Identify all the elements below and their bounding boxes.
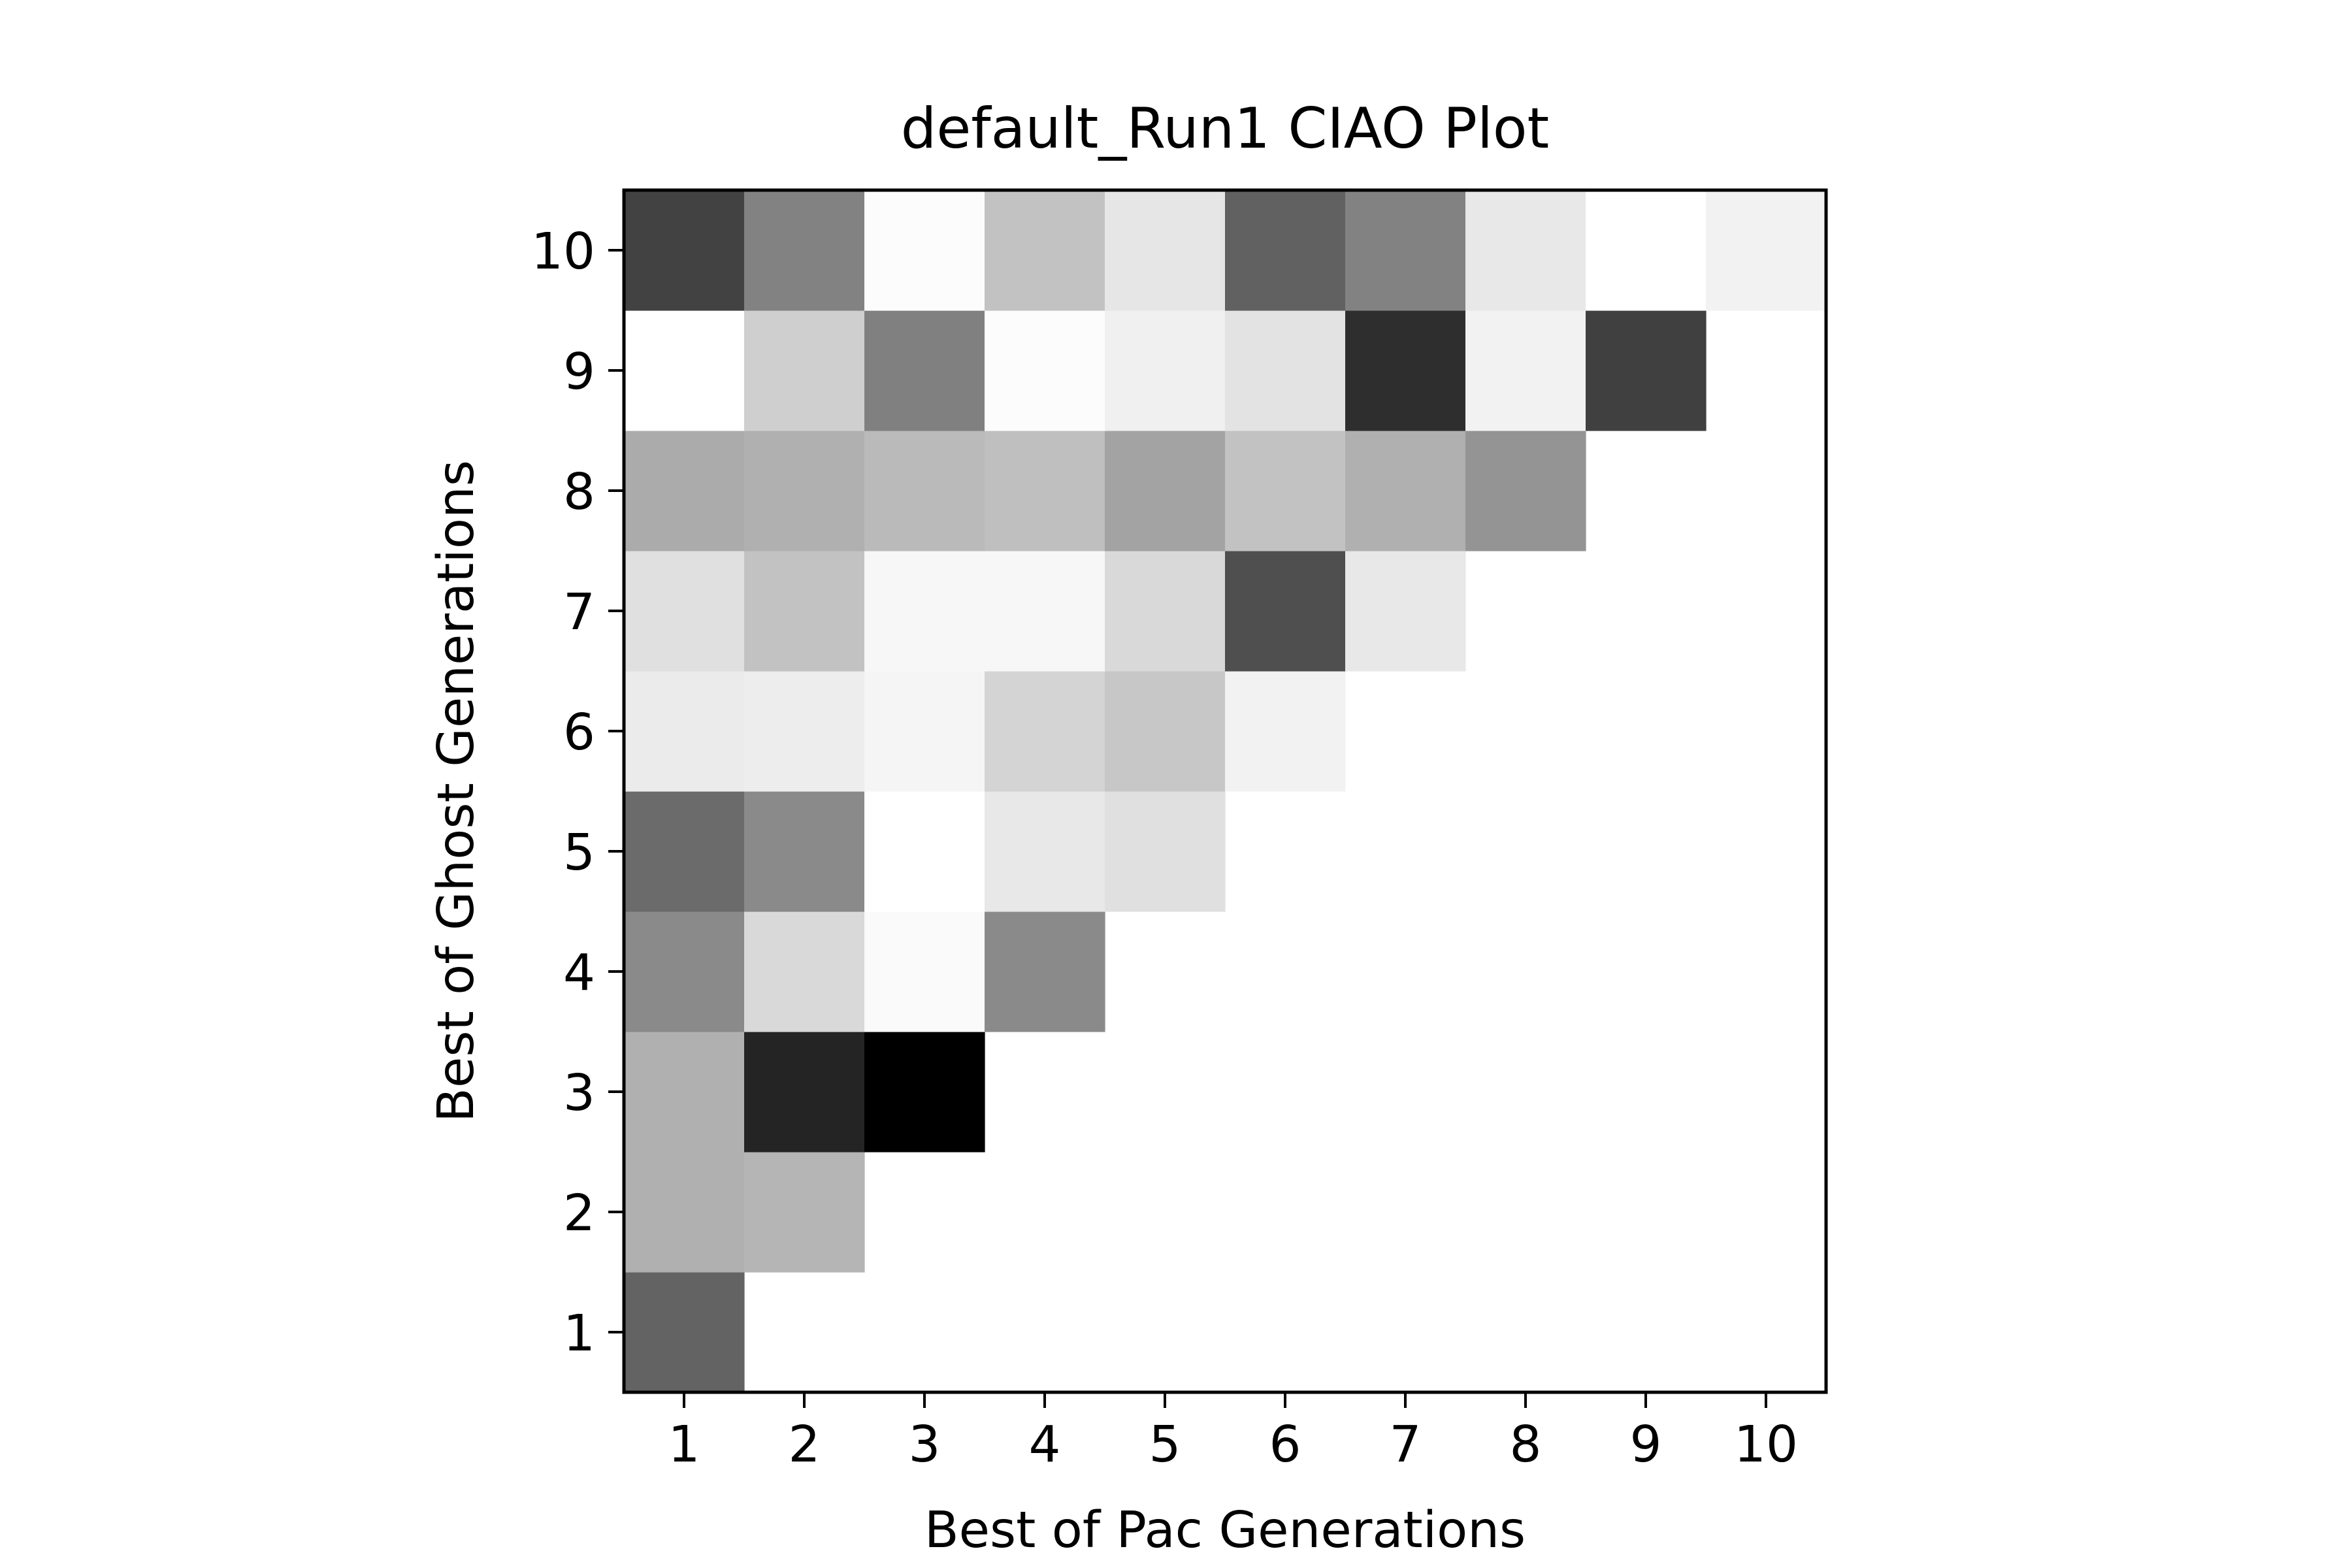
heatmap-cell-ghost10-pac1 (624, 190, 745, 311)
x-axis-ticks: 1 2 3 4 5 6 7 8 9 10 (668, 1392, 1798, 1474)
heatmap-cell-ghost8-pac1 (624, 431, 745, 551)
heatmap-cell-ghost9-pac2 (744, 310, 865, 431)
x-tick-label: 10 (1734, 1416, 1798, 1474)
x-tick-label: 8 (1510, 1416, 1542, 1474)
chart-title: default_Run1 CIAO Plot (901, 96, 1549, 161)
y-tick-label: 1 (563, 1305, 595, 1363)
heatmap-cell-ghost10-pac7 (1345, 190, 1466, 311)
x-tick-label: 1 (668, 1416, 700, 1474)
heatmap-cell-ghost6-pac6 (1225, 671, 1346, 792)
y-tick-label: 10 (531, 223, 595, 281)
heatmap-cell-ghost7-pac5 (1105, 551, 1226, 672)
y-axis-label: Best of Ghost Generations (427, 460, 485, 1122)
heatmap-cell-ghost7-pac7 (1345, 551, 1466, 672)
y-tick-label: 9 (563, 343, 595, 401)
heatmap-cell-ghost8-pac5 (1105, 431, 1226, 551)
heatmap-cell-ghost6-pac3 (864, 671, 985, 792)
y-axis-ticks: 1 2 3 4 5 6 7 8 9 10 (531, 223, 624, 1363)
heatmap-cell-ghost7-pac2 (744, 551, 865, 672)
x-tick-label: 7 (1390, 1416, 1422, 1474)
heatmap-cell-ghost9-pac4 (985, 310, 1105, 431)
heatmap-cell-ghost5-pac4 (985, 791, 1105, 912)
heatmap-cell-ghost10-pac3 (864, 190, 985, 311)
heatmap-cell-ghost9-pac9 (1586, 310, 1707, 431)
heatmap-cell-ghost7-pac1 (624, 551, 745, 672)
heatmap-cell-ghost9-pac5 (1105, 310, 1226, 431)
x-axis-label: Best of Pac Generations (924, 1501, 1526, 1560)
heatmap-cell-ghost6-pac4 (985, 671, 1105, 792)
heatmap-cell-ghost4-pac2 (744, 911, 865, 1032)
y-tick-label: 7 (563, 583, 595, 642)
plot-frame (622, 188, 1828, 1394)
heatmap-cell-ghost10-pac5 (1105, 190, 1226, 311)
heatmap-cell-ghost4-pac1 (624, 911, 745, 1032)
heatmap-cell-ghost9-pac1 (624, 310, 745, 431)
heatmap-cell-ghost5-pac5 (1105, 791, 1226, 912)
y-tick-label: 8 (563, 463, 595, 521)
heatmap-cell-ghost7-pac6 (1225, 551, 1346, 672)
y-tick-label: 4 (563, 944, 595, 1002)
x-tick-label: 9 (1630, 1416, 1662, 1474)
y-tick-label: 3 (563, 1064, 595, 1122)
heatmap-cell-ghost6-pac2 (744, 671, 865, 792)
heatmap-cell-ghost3-pac1 (624, 1032, 745, 1152)
heatmap-cell-ghost4-pac3 (864, 911, 985, 1032)
y-tick-label: 6 (563, 704, 595, 762)
heatmap-cells (624, 190, 1827, 1393)
heatmap-cell-ghost4-pac4 (985, 911, 1105, 1032)
heatmap-cell-ghost8-pac6 (1225, 431, 1346, 551)
heatmap-cell-ghost10-pac8 (1465, 190, 1586, 311)
heatmap-cell-ghost3-pac2 (744, 1032, 865, 1152)
heatmap-cell-ghost2-pac1 (624, 1152, 745, 1273)
heatmap-cell-ghost8-pac4 (985, 431, 1105, 551)
y-tick-label: 2 (563, 1184, 595, 1243)
x-tick-label: 4 (1029, 1416, 1061, 1474)
heatmap-cell-ghost8-pac8 (1465, 431, 1586, 551)
x-tick-label: 6 (1269, 1416, 1301, 1474)
heatmap-cell-ghost5-pac3 (864, 791, 985, 912)
heatmap-cell-ghost7-pac4 (985, 551, 1105, 672)
heatmap-cell-ghost9-pac3 (864, 310, 985, 431)
heatmap-cell-ghost3-pac3 (864, 1032, 985, 1152)
heatmap-cell-ghost10-pac4 (985, 190, 1105, 311)
heatmap-cell-ghost7-pac3 (864, 551, 985, 672)
heatmap-cell-ghost9-pac6 (1225, 310, 1346, 431)
heatmap-cell-ghost6-pac5 (1105, 671, 1226, 792)
heatmap-cell-ghost9-pac7 (1345, 310, 1466, 431)
heatmap-cell-ghost10-pac2 (744, 190, 865, 311)
heatmap-cell-ghost6-pac1 (624, 671, 745, 792)
y-tick-label: 5 (563, 824, 595, 882)
heatmap-cell-ghost8-pac3 (864, 431, 985, 551)
heatmap-cell-ghost2-pac2 (744, 1152, 865, 1273)
x-tick-label: 3 (909, 1416, 941, 1474)
x-tick-label: 5 (1149, 1416, 1181, 1474)
x-tick-label: 2 (789, 1416, 821, 1474)
heatmap-cell-ghost5-pac2 (744, 791, 865, 912)
heatmap-cell-ghost1-pac1 (624, 1272, 745, 1393)
heatmap-cell-ghost10-pac9 (1586, 190, 1707, 311)
heatmap-cell-ghost8-pac2 (744, 431, 865, 551)
heatmap-cell-ghost9-pac8 (1465, 310, 1586, 431)
heatmap-cell-ghost5-pac1 (624, 791, 745, 912)
heatmap-cell-ghost10-pac6 (1225, 190, 1346, 311)
heatmap-cell-ghost10-pac10 (1706, 190, 1827, 311)
heatmap-cell-ghost8-pac7 (1345, 431, 1466, 551)
